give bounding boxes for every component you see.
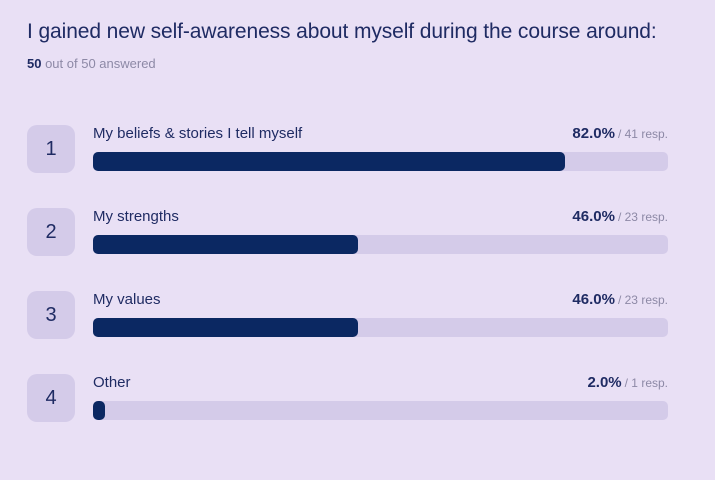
result-row: 4 Other 2.0%/ 1 resp. xyxy=(27,374,668,422)
results-list: 1 My beliefs & stories I tell myself 82.… xyxy=(27,125,668,422)
bar-fill xyxy=(93,235,358,254)
option-stats: 46.0%/ 23 resp. xyxy=(572,291,668,309)
option-responses: / 1 resp. xyxy=(624,376,668,390)
option-stats: 46.0%/ 23 resp. xyxy=(572,208,668,226)
row-header: My values 46.0%/ 23 resp. xyxy=(93,291,668,309)
option-label: My beliefs & stories I tell myself xyxy=(93,125,303,142)
option-percent: 2.0% xyxy=(587,374,622,391)
answered-count: 50 xyxy=(27,56,42,71)
bar-track xyxy=(93,318,668,337)
rank-badge: 2 xyxy=(27,208,75,256)
option-responses: / 23 resp. xyxy=(617,210,668,224)
row-content: My beliefs & stories I tell myself 82.0%… xyxy=(93,125,668,171)
bar-track xyxy=(93,235,668,254)
bar-fill xyxy=(93,318,358,337)
bar-track xyxy=(93,401,668,420)
row-header: My strengths 46.0%/ 23 resp. xyxy=(93,208,668,226)
rank-badge: 4 xyxy=(27,374,75,422)
option-responses: / 41 resp. xyxy=(617,127,668,141)
row-content: Other 2.0%/ 1 resp. xyxy=(93,374,668,420)
bar-track xyxy=(93,152,668,171)
option-percent: 46.0% xyxy=(572,291,615,308)
bar-fill xyxy=(93,152,565,171)
option-percent: 82.0% xyxy=(572,125,615,142)
bar-fill xyxy=(93,401,105,420)
result-row: 1 My beliefs & stories I tell myself 82.… xyxy=(27,125,668,173)
row-content: My values 46.0%/ 23 resp. xyxy=(93,291,668,337)
answered-suffix: out of 50 answered xyxy=(41,56,156,71)
answered-status: 50 out of 50 answered xyxy=(27,56,668,71)
rank-badge: 1 xyxy=(27,125,75,173)
result-row: 3 My values 46.0%/ 23 resp. xyxy=(27,291,668,339)
option-stats: 2.0%/ 1 resp. xyxy=(587,374,668,392)
option-label: My values xyxy=(93,291,161,308)
option-label: My strengths xyxy=(93,208,179,225)
row-content: My strengths 46.0%/ 23 resp. xyxy=(93,208,668,254)
result-row: 2 My strengths 46.0%/ 23 resp. xyxy=(27,208,668,256)
rank-badge: 3 xyxy=(27,291,75,339)
option-stats: 82.0%/ 41 resp. xyxy=(572,125,668,143)
option-percent: 46.0% xyxy=(572,208,615,225)
option-label: Other xyxy=(93,374,131,391)
question-title: I gained new self-awareness about myself… xyxy=(27,20,657,43)
row-header: Other 2.0%/ 1 resp. xyxy=(93,374,668,392)
row-header: My beliefs & stories I tell myself 82.0%… xyxy=(93,125,668,143)
option-responses: / 23 resp. xyxy=(617,293,668,307)
